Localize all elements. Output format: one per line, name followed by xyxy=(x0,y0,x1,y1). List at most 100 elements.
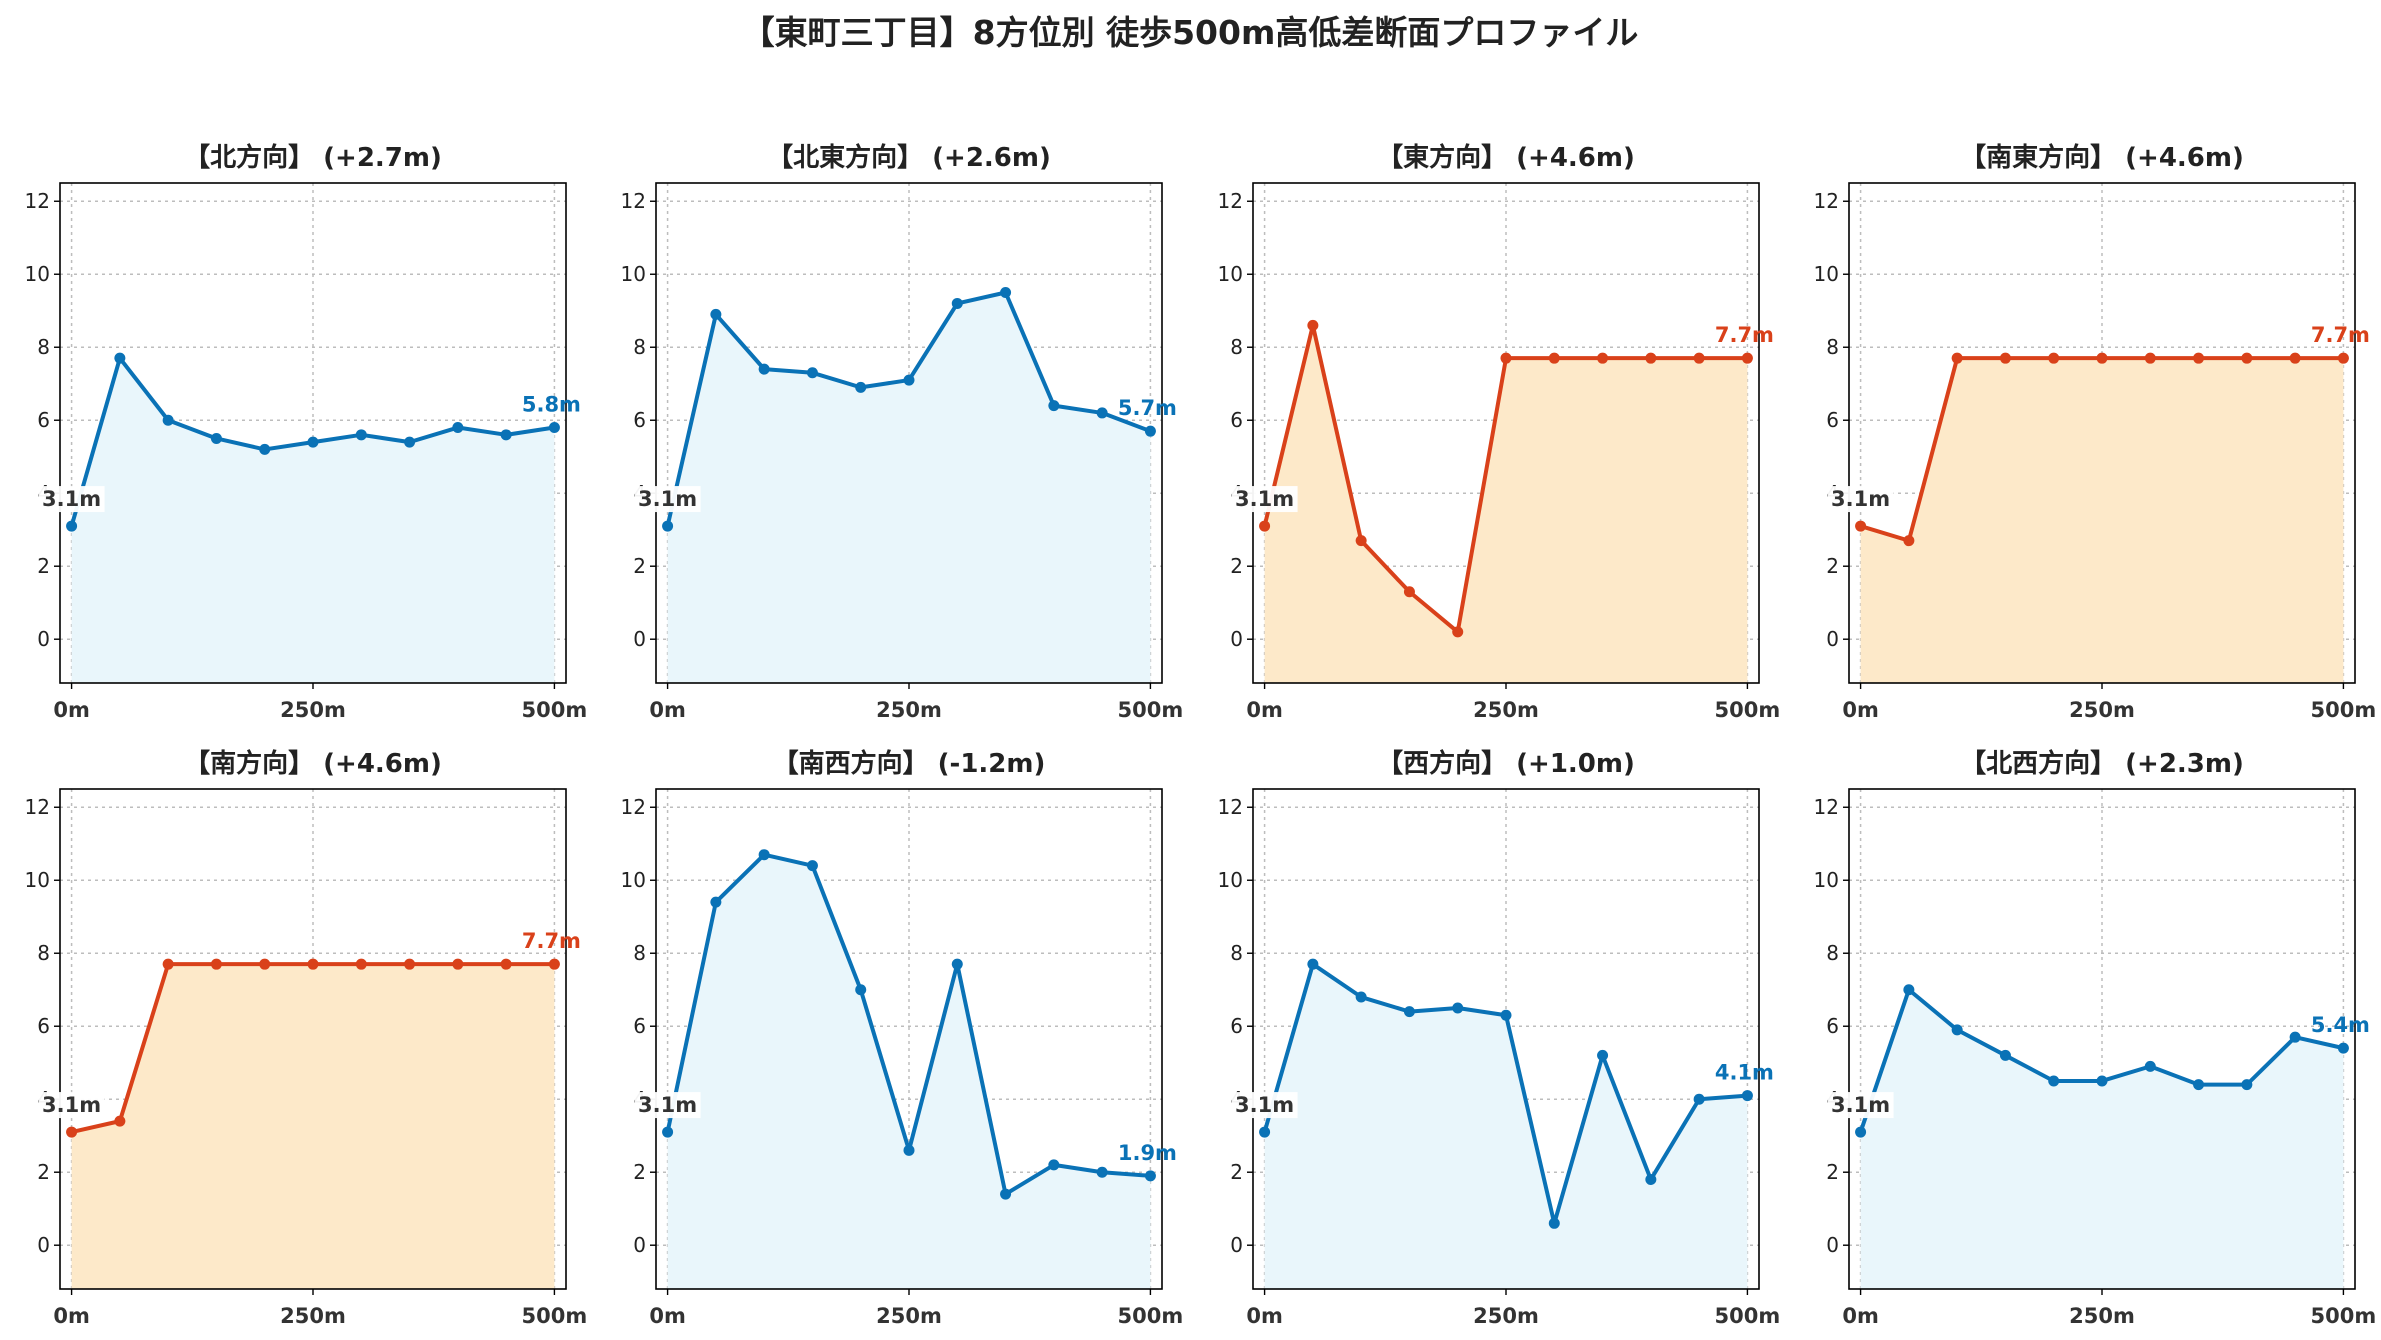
y-tick-label: 0 xyxy=(1826,1233,1839,1257)
y-tick-label: 2 xyxy=(633,554,646,578)
elevation-area xyxy=(71,358,555,683)
elevation-panel-2: 【北東方向】 (+2.6m)0246810120m250m500m3.1m5.7… xyxy=(621,142,1184,722)
data-point xyxy=(1999,352,2011,364)
x-tick-label: 500m xyxy=(2311,1304,2377,1328)
data-point xyxy=(1693,1093,1705,1105)
data-point xyxy=(259,958,271,970)
y-tick-label: 10 xyxy=(621,868,646,892)
y-tick-label: 8 xyxy=(633,335,646,359)
data-point xyxy=(758,363,770,375)
elevation-panel-4: 【南東方向】 (+4.6m)0246810120m250m500m3.1m7.7… xyxy=(1814,142,2377,722)
y-tick-label: 2 xyxy=(37,1160,50,1184)
data-point xyxy=(1452,1002,1464,1014)
data-point xyxy=(1741,352,1753,364)
data-point xyxy=(1645,1174,1657,1186)
data-point xyxy=(1144,1170,1156,1182)
elevation-area xyxy=(1264,964,1748,1289)
data-point xyxy=(1259,520,1271,532)
x-tick-label: 0m xyxy=(1246,698,1283,722)
data-point xyxy=(1597,1049,1609,1061)
y-tick-label: 6 xyxy=(633,408,646,432)
y-tick-label: 6 xyxy=(1826,1014,1839,1038)
panel-title: 【北東方向】 (+2.6m) xyxy=(767,142,1051,173)
start-elevation-label: 3.1m xyxy=(638,487,697,511)
x-tick-label: 500m xyxy=(522,698,588,722)
data-point xyxy=(1096,1166,1108,1178)
y-tick-label: 0 xyxy=(37,627,50,651)
y-tick-label: 2 xyxy=(633,1160,646,1184)
data-point xyxy=(2289,352,2301,364)
start-elevation-label: 3.1m xyxy=(1831,487,1890,511)
start-elevation-label: 3.1m xyxy=(42,1093,101,1117)
panel-title: 【北西方向】 (+2.3m) xyxy=(1960,748,2244,779)
y-tick-label: 8 xyxy=(37,941,50,965)
y-tick-label: 8 xyxy=(37,335,50,359)
y-tick-label: 12 xyxy=(1218,795,1243,819)
y-tick-label: 8 xyxy=(633,941,646,965)
y-tick-label: 0 xyxy=(1230,1233,1243,1257)
data-point xyxy=(951,297,963,309)
x-tick-label: 500m xyxy=(522,1304,588,1328)
start-elevation-label: 3.1m xyxy=(1235,487,1294,511)
x-tick-label: 250m xyxy=(2069,698,2135,722)
data-point xyxy=(307,436,319,448)
y-tick-label: 0 xyxy=(37,1233,50,1257)
y-tick-label: 6 xyxy=(1826,408,1839,432)
data-point xyxy=(1307,319,1319,331)
data-point xyxy=(806,367,818,379)
data-point xyxy=(1259,1126,1271,1138)
data-point xyxy=(1403,586,1415,598)
data-point xyxy=(903,1144,915,1156)
data-point xyxy=(162,958,174,970)
y-tick-label: 0 xyxy=(1230,627,1243,651)
y-tick-label: 2 xyxy=(1826,1160,1839,1184)
elevation-panel-1: 【北方向】 (+2.7m)0246810120m250m500m3.1m5.8m xyxy=(25,142,588,722)
y-tick-label: 6 xyxy=(37,1014,50,1038)
x-tick-label: 0m xyxy=(649,698,686,722)
data-point xyxy=(1355,991,1367,1003)
data-point xyxy=(162,414,174,426)
y-tick-label: 8 xyxy=(1230,941,1243,965)
data-point xyxy=(259,443,271,455)
x-tick-label: 250m xyxy=(280,698,346,722)
y-tick-label: 10 xyxy=(621,262,646,286)
data-point xyxy=(1597,352,1609,364)
y-tick-label: 12 xyxy=(621,189,646,213)
data-point xyxy=(1452,626,1464,638)
data-point xyxy=(2241,1079,2253,1091)
data-point xyxy=(1951,1024,1963,1036)
start-label-bg xyxy=(38,1092,105,1119)
data-point xyxy=(404,436,416,448)
data-point xyxy=(1048,400,1060,412)
data-point xyxy=(1500,352,1512,364)
data-point xyxy=(2289,1031,2301,1043)
x-tick-label: 0m xyxy=(1246,1304,1283,1328)
data-point xyxy=(662,1126,674,1138)
elevation-panel-3: 【東方向】 (+4.6m)0246810120m250m500m3.1m7.7m xyxy=(1218,142,1781,722)
x-tick-label: 250m xyxy=(876,1304,942,1328)
end-elevation-label: 5.4m xyxy=(2311,1013,2370,1037)
data-point xyxy=(500,958,512,970)
start-label-bg xyxy=(634,486,701,513)
data-point xyxy=(66,1126,78,1138)
data-point xyxy=(710,308,722,320)
data-point xyxy=(307,958,319,970)
end-elevation-label: 7.7m xyxy=(1715,323,1774,347)
data-point xyxy=(1999,1049,2011,1061)
end-elevation-label: 1.9m xyxy=(1118,1141,1177,1165)
end-elevation-label: 5.8m xyxy=(522,393,581,417)
data-point xyxy=(2241,352,2253,364)
x-tick-label: 250m xyxy=(1473,1304,1539,1328)
panel-title: 【東方向】 (+4.6m) xyxy=(1377,142,1635,173)
x-tick-label: 500m xyxy=(1118,1304,1184,1328)
data-point xyxy=(1903,984,1915,996)
data-point xyxy=(2337,1042,2349,1054)
x-tick-label: 250m xyxy=(1473,698,1539,722)
data-point xyxy=(1951,352,1963,364)
start-label-bg xyxy=(1231,486,1298,513)
data-point xyxy=(1096,407,1108,419)
y-tick-label: 10 xyxy=(1218,262,1243,286)
elevation-panel-8: 【北西方向】 (+2.3m)0246810120m250m500m3.1m5.4… xyxy=(1814,748,2377,1328)
panel-title: 【北方向】 (+2.7m) xyxy=(184,142,442,173)
end-elevation-label: 5.7m xyxy=(1118,396,1177,420)
